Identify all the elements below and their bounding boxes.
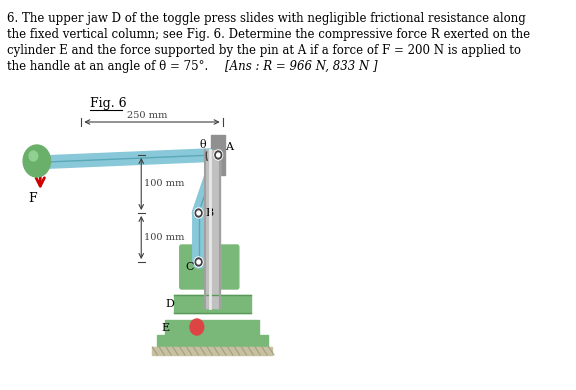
Text: Fig. 6: Fig. 6 xyxy=(90,97,127,110)
Bar xyxy=(153,347,272,355)
Text: [Ans : R = 966 N, 833 N ]: [Ans : R = 966 N, 833 N ] xyxy=(225,60,378,73)
Text: 100 mm: 100 mm xyxy=(144,179,184,188)
Text: D: D xyxy=(165,299,174,309)
Circle shape xyxy=(195,209,202,217)
Bar xyxy=(157,335,268,347)
Text: the handle at an angle of θ = 75°.: the handle at an angle of θ = 75°. xyxy=(7,60,215,73)
Circle shape xyxy=(195,258,202,266)
Text: 100 mm: 100 mm xyxy=(144,233,184,242)
Bar xyxy=(204,150,220,308)
Circle shape xyxy=(217,153,220,157)
Bar xyxy=(211,135,225,175)
Text: cylinder E and the force supported by the pin at A if a force of F = 200 N is ap: cylinder E and the force supported by th… xyxy=(7,44,521,57)
Text: C: C xyxy=(185,262,194,272)
Text: B: B xyxy=(206,208,214,218)
Circle shape xyxy=(197,211,200,215)
Text: A: A xyxy=(225,142,233,152)
Text: 250 mm: 250 mm xyxy=(127,111,168,120)
Bar xyxy=(174,295,251,313)
Circle shape xyxy=(190,319,204,335)
Text: 6. The upper jaw D of the toggle press slides with negligible frictional resista: 6. The upper jaw D of the toggle press s… xyxy=(7,12,525,25)
FancyBboxPatch shape xyxy=(180,245,239,289)
Circle shape xyxy=(29,151,37,161)
Text: E: E xyxy=(161,323,169,333)
Text: F: F xyxy=(28,192,37,205)
Bar xyxy=(165,320,259,335)
Circle shape xyxy=(194,208,203,218)
Text: θ: θ xyxy=(199,140,206,150)
Circle shape xyxy=(215,151,222,159)
Circle shape xyxy=(194,257,203,267)
Circle shape xyxy=(214,150,222,160)
Circle shape xyxy=(23,145,51,177)
Text: the fixed vertical column; see Fig. 6. Determine the compressive force R exerted: the fixed vertical column; see Fig. 6. D… xyxy=(7,28,530,41)
Circle shape xyxy=(197,260,200,264)
